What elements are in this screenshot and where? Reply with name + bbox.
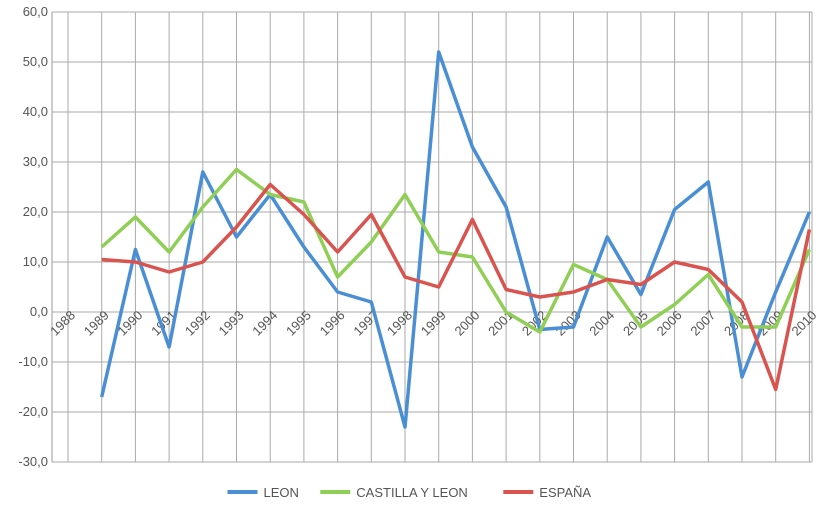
y-tick-label: 50,0 xyxy=(23,54,48,69)
y-tick-label: -30,0 xyxy=(18,454,48,469)
series-line xyxy=(99,50,812,429)
y-tick-label: 20,0 xyxy=(23,204,48,219)
y-tick-label: -10,0 xyxy=(18,354,48,369)
y-tick-label: 60,0 xyxy=(23,4,48,19)
y-tick-label: -20,0 xyxy=(18,404,48,419)
y-tick-label: 40,0 xyxy=(23,104,48,119)
legend-label: LEON xyxy=(264,485,299,500)
legend-label: CASTILLA Y LEON xyxy=(356,485,468,500)
y-tick-label: 0,0 xyxy=(30,304,48,319)
series-line xyxy=(101,182,812,392)
y-tick-label: 30,0 xyxy=(23,154,48,169)
y-tick-label: 10,0 xyxy=(23,254,48,269)
legend-label: ESPAÑA xyxy=(539,485,591,500)
